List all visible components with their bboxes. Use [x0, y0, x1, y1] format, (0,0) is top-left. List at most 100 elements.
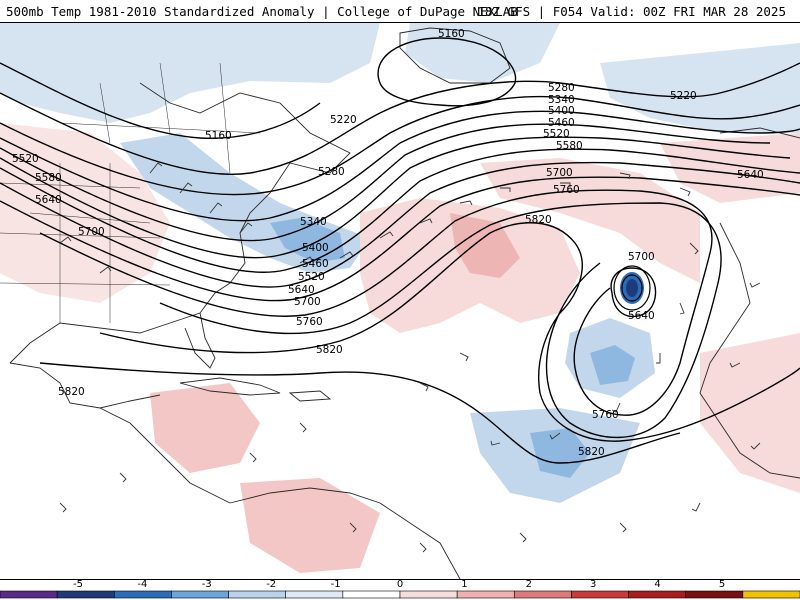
legend-tick-label: -4	[137, 579, 147, 590]
contour-label: 5280	[318, 166, 345, 178]
warm-anomaly-south-america	[240, 478, 380, 573]
contour-5220	[0, 62, 800, 175]
legend-color-swatch	[685, 590, 744, 599]
legend-color-swatch	[228, 590, 287, 599]
contour-label: 5820	[525, 214, 552, 226]
warm-anomaly-shading	[0, 123, 800, 573]
warm-anomaly-atlantic-core	[450, 213, 520, 278]
cold-anomaly-cutoff-core	[590, 345, 635, 385]
weather-map: 5160 5160 5220 5220 5280 5280 5340 5340 …	[0, 23, 800, 579]
contour-label: 5160	[205, 130, 232, 142]
legend-bar	[0, 590, 800, 599]
legend-tick-label: -1	[331, 579, 341, 590]
cold-anomaly-tropical-core	[530, 428, 590, 478]
contour-label: 5460	[302, 258, 329, 270]
contour-label: 5700	[78, 226, 105, 238]
contour-label: 5340	[300, 216, 327, 228]
greenland-coast	[399, 27, 511, 84]
contour-5160-greenland	[377, 37, 517, 107]
contour-label: 5400	[302, 242, 329, 254]
contour-5400	[0, 123, 771, 242]
warm-anomaly-midatlantic	[480, 158, 700, 283]
contour-label: 5580	[35, 172, 62, 184]
legend-color-swatch	[113, 590, 172, 599]
contour-label: 5820	[58, 386, 85, 398]
contour-label: 5820	[578, 446, 605, 458]
contour-label: 5820	[316, 344, 343, 356]
legend-tick-label: -5	[73, 579, 83, 590]
legend-graphic: -5 -4 -3 -2 -1 0 1 2 3 4 5	[0, 579, 800, 599]
legend-tick-label: 3	[590, 579, 596, 590]
legend-color-swatch	[571, 590, 629, 599]
gulf-coast	[9, 362, 161, 409]
map-title: 500mb Temp 1981-2010 Standardized Anomal…	[6, 4, 518, 19]
cutoff-ring-outer	[613, 265, 651, 311]
contour-label: 5760	[592, 409, 619, 421]
legend-color-swatch	[342, 590, 401, 599]
contour-label: 5640	[628, 310, 655, 322]
contour-label: 5760	[553, 184, 580, 196]
legend-color-swatch	[285, 590, 344, 599]
contour-5460	[0, 136, 791, 259]
contour-5280	[0, 95, 800, 196]
contour-label: 5640	[288, 284, 315, 296]
legend-tick-label: 0	[397, 579, 403, 590]
contour-label: 5760	[296, 316, 323, 328]
warm-anomaly-central-america	[150, 383, 260, 473]
contour-5160	[0, 62, 321, 139]
legend-ticks: -5 -4 -3 -2 -1 0 1 2 3 4 5	[73, 579, 725, 590]
cutoff-ring-inner	[621, 274, 643, 302]
contour-labels: 5160 5160 5220 5220 5280 5280 5340 5340 …	[12, 28, 764, 458]
south-america-coast	[229, 487, 461, 579]
contour-label: 5700	[546, 167, 573, 179]
legend-color-swatch	[56, 590, 115, 599]
contour-label: 5520	[543, 128, 570, 140]
height-contours	[0, 37, 800, 464]
contour-label: 5280	[548, 82, 575, 94]
contour-label: 5220	[670, 90, 697, 102]
legend-color-swatch	[742, 590, 800, 599]
title-bar: 500mb Temp 1981-2010 Standardized Anomal…	[0, 0, 800, 22]
map-panel[interactable]: 5160 5160 5220 5220 5280 5280 5340 5340 …	[0, 22, 800, 580]
contour-5820-main	[99, 222, 800, 442]
contour-label: 5340	[548, 94, 575, 106]
contour-label: 5640	[737, 169, 764, 181]
florida	[184, 312, 216, 369]
contour-label: 5460	[548, 117, 575, 129]
iberia-coast	[719, 127, 800, 139]
warm-anomaly-northeast	[660, 133, 800, 203]
central-america	[99, 407, 231, 504]
cutoff-rings	[613, 265, 651, 311]
contour-5700	[39, 189, 713, 416]
color-scale-legend: -5 -4 -3 -2 -1 0 1 2 3 4 5	[0, 578, 800, 600]
legend-tick-label: 2	[526, 579, 532, 590]
cuba	[179, 377, 281, 396]
contour-label: 5700	[294, 296, 321, 308]
wind-barbs	[59, 162, 761, 553]
warm-anomaly-africa	[700, 333, 800, 493]
contour-label: 5640	[35, 194, 62, 206]
cutoff-low-inner	[626, 279, 638, 297]
cold-anomaly-core-ne	[270, 218, 345, 263]
legend-tick-label: -2	[266, 579, 276, 590]
contour-5340	[0, 110, 800, 222]
legend-color-swatch	[171, 590, 229, 599]
contour-5760	[159, 202, 722, 439]
africa-coast	[699, 222, 800, 479]
legend-tick-label: 1	[461, 579, 467, 590]
cold-anomaly-greenland	[405, 23, 560, 83]
contour-label: 5520	[298, 271, 325, 283]
model-run-info: 18Z GFS | F054 Valid: 00Z FRI MAR 28 202…	[477, 4, 786, 19]
contour-label: 5220	[330, 114, 357, 126]
contour-label: 5520	[12, 153, 39, 165]
cold-anomaly-north	[0, 23, 380, 123]
legend-tick-label: -3	[202, 579, 212, 590]
contour-5580	[0, 161, 800, 288]
contour-label: 5580	[556, 140, 583, 152]
hispaniola	[288, 390, 332, 402]
wind-barb	[59, 162, 761, 553]
legend-color-swatch	[456, 590, 515, 599]
contour-5520	[0, 148, 800, 273]
legend-color-swatch	[399, 590, 458, 599]
